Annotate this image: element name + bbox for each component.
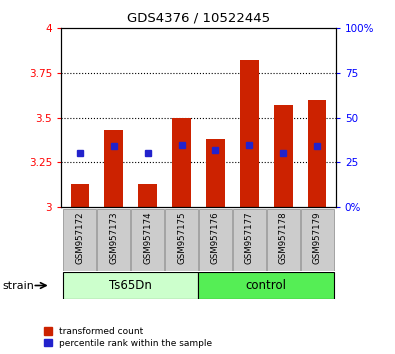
Text: GSM957174: GSM957174 <box>143 211 152 264</box>
Bar <box>63 209 96 271</box>
Bar <box>71 184 89 207</box>
Bar <box>138 184 157 207</box>
Text: strain: strain <box>2 281 34 291</box>
Bar <box>97 209 130 271</box>
Bar <box>199 209 232 271</box>
Bar <box>267 209 300 271</box>
Text: GSM957175: GSM957175 <box>177 211 186 264</box>
Text: Ts65Dn: Ts65Dn <box>109 279 152 292</box>
Bar <box>206 139 225 207</box>
Bar <box>104 130 123 207</box>
Bar <box>233 209 266 271</box>
Bar <box>199 272 334 299</box>
Bar <box>131 209 164 271</box>
Bar <box>63 272 199 299</box>
Text: GSM957172: GSM957172 <box>75 211 85 264</box>
Text: GSM957177: GSM957177 <box>245 211 254 264</box>
Bar <box>240 61 259 207</box>
Text: GSM957179: GSM957179 <box>312 211 322 264</box>
Text: control: control <box>246 279 287 292</box>
Bar <box>301 209 334 271</box>
Text: GSM957173: GSM957173 <box>109 211 118 264</box>
Bar <box>172 118 191 207</box>
Bar <box>274 105 293 207</box>
Legend: transformed count, percentile rank within the sample: transformed count, percentile rank withi… <box>44 327 213 348</box>
Text: GSM957176: GSM957176 <box>211 211 220 264</box>
Text: GSM957178: GSM957178 <box>279 211 288 264</box>
Title: GDS4376 / 10522445: GDS4376 / 10522445 <box>127 11 270 24</box>
Bar <box>308 100 326 207</box>
Bar <box>165 209 198 271</box>
